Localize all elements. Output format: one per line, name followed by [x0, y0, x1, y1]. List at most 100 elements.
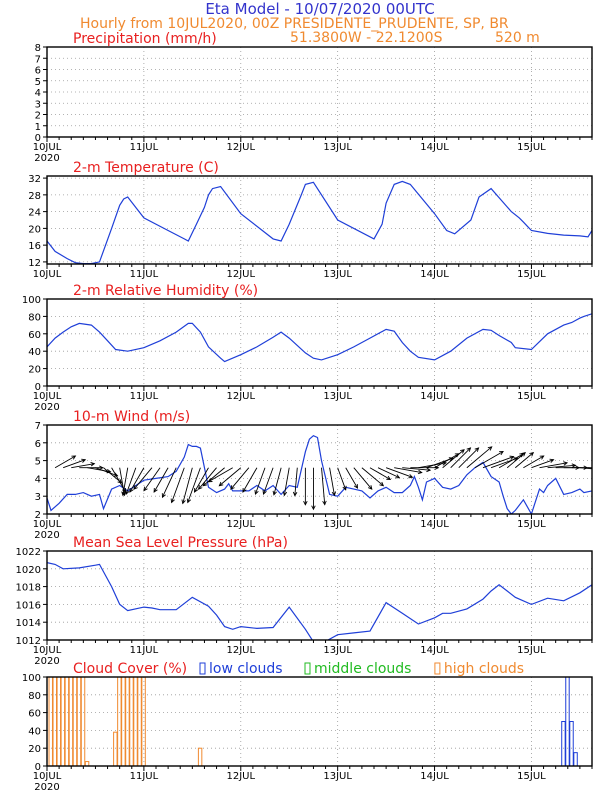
wind-barb-head [499, 450, 504, 456]
wind-barb [187, 467, 201, 503]
wind-barb-head [460, 449, 465, 454]
legend-swatch [304, 662, 311, 675]
panel-5: 1012 1014 1016 1018 1020 1022 10JUL 11JUL 12JUL 1… [16, 535, 593, 667]
wind-barb [361, 467, 384, 487]
wind-barb-head [311, 505, 316, 511]
plot-area [47, 180, 592, 264]
panel-6: 0 20 40 60 80 100 10JUL 11JUL 12JUL 13JUL 14JUL 15J… [22, 661, 593, 792]
panel-title: 2-m Temperature (C) [73, 160, 219, 176]
wind-barb-head [90, 462, 96, 467]
y-tick-label: 20 [28, 744, 41, 755]
year-label: 2020 [34, 782, 59, 792]
y-tick-label: 100 [22, 673, 41, 684]
y-tick-label: 0 [35, 382, 41, 393]
wind-barb [547, 464, 576, 469]
wind-barb [54, 455, 76, 469]
x-tick-label: 12JUL [226, 645, 255, 656]
y-tick-label: 60 [28, 709, 41, 720]
x-tick-label: 13JUL [323, 142, 352, 153]
panel-frame [46, 298, 593, 387]
wind-barb-head [218, 481, 224, 487]
wind-barb-head [197, 485, 203, 490]
y-tick-label: 80 [28, 312, 41, 323]
wind-barb [434, 453, 460, 469]
year-label: 2020 [34, 153, 59, 164]
panel-title: 2-m Relative Humidity (%) [73, 283, 258, 299]
wind-barb-head [193, 487, 199, 493]
wind-barb [377, 467, 400, 479]
wind-barb-head [186, 498, 191, 504]
panel-title: 10-m Wind (m/s) [73, 409, 190, 425]
x-tick-label: 10JUL [33, 645, 62, 656]
cloud-bar-low-clouds [573, 752, 578, 766]
x-tick-label: 10JUL [33, 269, 62, 280]
x-tick-label: 10JUL [33, 519, 62, 530]
wind-barb-head [571, 463, 577, 468]
wind-barb-head [242, 487, 247, 493]
y-tick-label: 7 [35, 54, 41, 65]
wind-barb [263, 467, 274, 495]
wind-barb [482, 456, 514, 469]
legend-swatch [199, 662, 206, 675]
wind-barb-head [207, 478, 213, 483]
x-tick-label: 10JUL [33, 391, 62, 402]
cloud-bar-low-clouds [569, 721, 574, 766]
header-elevation: 520 m [495, 30, 540, 46]
x-tick-label: 12JUL [226, 771, 255, 782]
y-tick-label: 100 [22, 295, 41, 306]
x-tick-label: 12JUL [226, 142, 255, 153]
wind-barb [337, 467, 347, 490]
x-tick-label: 15JUL [517, 645, 546, 656]
x-tick-label: 11JUL [130, 519, 159, 530]
wind-barb [71, 463, 95, 469]
wind-barb-head [202, 481, 208, 487]
wind-barb-head [509, 455, 515, 460]
panel-frame [46, 550, 593, 641]
wind-barb [474, 451, 504, 469]
series-line-2-m-relative-humidity [47, 313, 592, 363]
y-tick-label: 1014 [16, 618, 41, 629]
wind-barb [515, 452, 534, 469]
wind-barb-head [117, 478, 123, 484]
y-tick-label: 40 [28, 726, 41, 737]
wind-barb [194, 467, 209, 493]
x-tick-label: 13JUL [323, 269, 352, 280]
wind-barb-head [549, 458, 555, 463]
x-tick-label: 14JUL [420, 142, 449, 153]
y-tick-label: 8 [35, 43, 41, 54]
wind-barb [353, 467, 373, 490]
wind-barb [321, 467, 326, 505]
cloud-bar-high-clouds [48, 677, 53, 766]
wind-barb-head [466, 447, 472, 452]
panel-frame [46, 46, 593, 138]
wind-barb [219, 467, 242, 487]
x-tick-label: 15JUL [517, 142, 546, 153]
wind-barb [273, 467, 282, 495]
cloud-bar-high-clouds [141, 677, 146, 766]
legend-label: high clouds [444, 661, 524, 677]
x-tick-label: 15JUL [517, 519, 546, 530]
wind-barb-head [303, 500, 308, 506]
y-tick-label: 3 [35, 492, 41, 503]
cloud-bar-high-clouds [117, 677, 122, 766]
y-tick-label: 28 [28, 191, 41, 202]
year-label: 2020 [34, 402, 59, 413]
series-line-10-m-wind-speed [47, 434, 592, 514]
legend-label: low clouds [209, 661, 283, 677]
wind-barb-head [367, 485, 373, 490]
x-tick-label: 15JUL [517, 771, 546, 782]
wind-barb [95, 467, 118, 477]
cloud-bar-high-clouds [60, 677, 66, 766]
wind-barb-head [143, 486, 148, 492]
x-tick-label: 15JUL [517, 269, 546, 280]
wind-barb-head [254, 490, 259, 495]
y-tick-label: 32 [28, 174, 41, 185]
wind-barb [294, 467, 298, 496]
year-label: 2020 [34, 656, 59, 667]
y-tick-label: 1018 [16, 583, 41, 594]
panel-2: 12 16 20 24 28 32 10JUL 11JUL 12JUL 13JUL 14JUL 15J… [28, 160, 593, 280]
wind-barb [133, 467, 153, 490]
legend-label: middle clouds [314, 661, 411, 677]
wind-barb-head [474, 447, 480, 452]
wind-barb-head [417, 469, 423, 475]
